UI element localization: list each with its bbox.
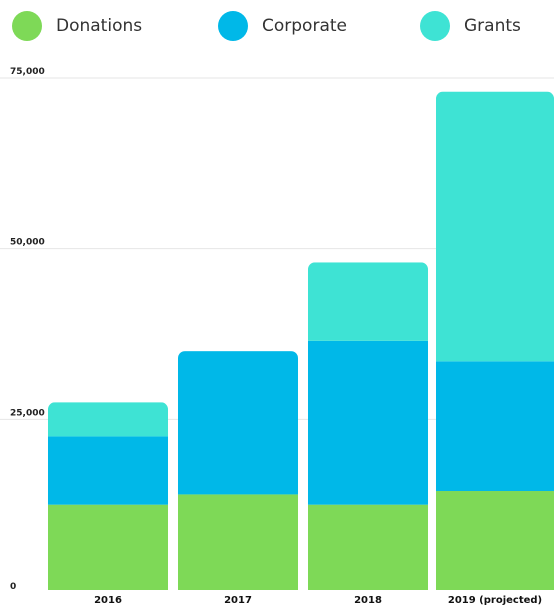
bar-segment-corporate [48, 436, 168, 505]
bar-segment-donations [48, 504, 168, 590]
bar-stack-2 [308, 262, 428, 590]
bar-segment-donations [436, 491, 554, 590]
bar-segment-corporate [436, 361, 554, 492]
legend-item-donations: Donations [12, 8, 142, 44]
legend-swatch-corporate [218, 11, 248, 41]
bar-segment-donations [178, 494, 298, 590]
chart-legend: Donations Corporate Grants [0, 8, 554, 44]
bar-segment-corporate [178, 351, 298, 495]
legend-label-donations: Donations [56, 16, 143, 36]
y-tick-label: 75,000 [10, 67, 45, 77]
bar-segment-grants [308, 262, 428, 341]
bar-segment-donations [308, 504, 428, 590]
x-tick-label: 2019 (projected) [448, 595, 542, 606]
x-tick-label: 2017 [224, 595, 252, 606]
bar-segment-corporate [308, 340, 428, 505]
x-tick-label: 2016 [94, 595, 122, 606]
bar-segment-grants [48, 402, 168, 437]
bar-stack-3 [436, 91, 554, 590]
legend-swatch-grants [420, 11, 450, 41]
bar-stack-0 [48, 402, 168, 590]
y-tick-label: 25,000 [10, 408, 45, 418]
bar-stack-1 [178, 351, 298, 590]
legend-item-grants: Grants [420, 8, 521, 44]
y-tick-label: 0 [10, 582, 16, 592]
legend-label-corporate: Corporate [262, 16, 347, 36]
x-tick-label: 2018 [354, 595, 382, 606]
bar-segment-grants [436, 91, 554, 362]
y-tick-label: 50,000 [10, 238, 45, 248]
legend-swatch-donations [12, 11, 42, 41]
legend-label-grants: Grants [464, 16, 521, 36]
legend-item-corporate: Corporate [218, 8, 347, 44]
